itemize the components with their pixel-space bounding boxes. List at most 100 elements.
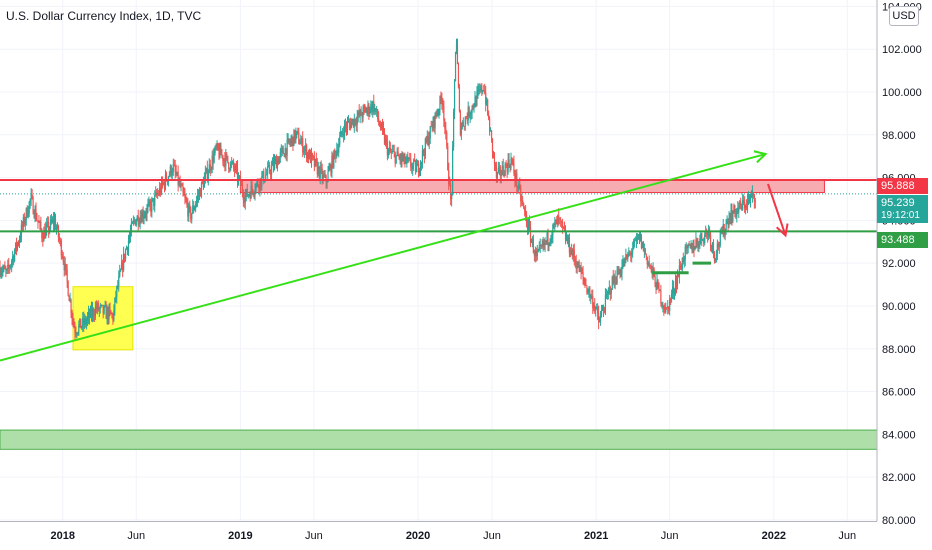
candle-down-body xyxy=(559,218,561,220)
candle-up-body xyxy=(0,272,2,275)
candle-up-body xyxy=(665,307,667,313)
currency-button[interactable]: USD xyxy=(889,6,919,26)
candle-down-body xyxy=(158,193,160,195)
candle-down-body xyxy=(661,303,663,306)
candle-down-body xyxy=(297,131,299,133)
candle-down-body xyxy=(568,237,571,253)
candle-down-body xyxy=(741,205,743,210)
candle-up-body xyxy=(403,154,405,159)
candle-down-body xyxy=(731,210,733,221)
candle-up-body xyxy=(408,158,410,160)
candle-down-body xyxy=(102,304,104,314)
candle-up-body xyxy=(278,156,280,164)
candle-up-body xyxy=(415,165,418,173)
candle-up-body xyxy=(267,166,269,174)
candle-down-body xyxy=(642,242,644,251)
candle-down-body xyxy=(217,143,219,150)
candle-up-body xyxy=(552,224,554,236)
candle-up-body xyxy=(160,180,163,193)
candle-up-body xyxy=(205,168,207,173)
candle-down-body xyxy=(447,146,449,171)
candle-down-body xyxy=(727,220,729,226)
candle-down-body xyxy=(481,85,483,93)
candle-down-body xyxy=(423,153,425,156)
candle-down-body xyxy=(302,137,304,153)
candle-up-body xyxy=(159,187,161,195)
candle-down-body xyxy=(619,271,621,275)
candle-down-body xyxy=(352,118,354,127)
candle-down-body xyxy=(511,158,513,163)
candle-up-body xyxy=(271,161,274,166)
candle-up-body xyxy=(587,291,589,293)
candle-down-body xyxy=(735,211,737,217)
candle-down-body xyxy=(409,158,411,160)
candle-up-body xyxy=(247,194,249,197)
time-axis[interactable]: 2018 Jun 2019 Jun 2020 Jun 2021 Jun 2022 Jun xyxy=(51,530,857,542)
candle-down-body xyxy=(745,205,748,208)
candle-up-body xyxy=(426,136,428,143)
candle-up-body xyxy=(168,174,170,177)
candle-down-body xyxy=(179,181,181,187)
candle-down-body xyxy=(315,158,317,162)
candle-down-body xyxy=(382,127,385,132)
candle-up-body xyxy=(136,215,138,222)
candle-up-body xyxy=(647,262,649,265)
candle-up-body xyxy=(546,233,548,242)
candle-down-body xyxy=(60,240,62,256)
candle-down-body xyxy=(553,224,555,226)
candle-down-body xyxy=(640,234,643,249)
candle-down-body xyxy=(316,161,318,175)
candle-down-body xyxy=(446,132,448,147)
candle-down-body xyxy=(560,219,562,221)
candle-down-body xyxy=(63,261,65,271)
candle-up-body xyxy=(702,239,704,241)
candle-down-body xyxy=(235,166,238,168)
candle-down-body xyxy=(83,317,85,325)
candle-down-body xyxy=(597,307,599,313)
candle-down-body xyxy=(682,257,684,263)
candle-down-body xyxy=(85,318,87,325)
candle-down-body xyxy=(547,233,549,245)
candle-down-body xyxy=(573,249,575,259)
candle-up-body xyxy=(434,112,436,128)
candle-up-body xyxy=(452,111,455,148)
candle-up-body xyxy=(515,173,517,181)
candle-down-body xyxy=(407,156,409,159)
candle-down-body xyxy=(582,272,584,278)
candle-up-body xyxy=(739,201,741,208)
candle-up-body xyxy=(504,164,506,176)
candle-up-body xyxy=(146,207,148,215)
candle-up-body xyxy=(223,158,225,162)
candle-up-body xyxy=(539,245,541,247)
price-axis[interactable]: 80.000 82.000 84.000 86.000 88.000 90.000 92.0… xyxy=(882,1,922,527)
candle-down-body xyxy=(712,243,715,253)
candle-up-body xyxy=(314,158,316,167)
candle-up-body xyxy=(157,193,159,196)
candle-down-body xyxy=(390,151,392,153)
candle-up-body xyxy=(273,160,276,168)
candle-down-body xyxy=(585,284,587,286)
candle-up-body xyxy=(521,200,523,202)
candle-down-body xyxy=(323,174,325,177)
candle-up-body xyxy=(747,198,750,200)
candle-up-body xyxy=(301,137,303,142)
candle-down-body xyxy=(354,118,356,124)
candle-down-body xyxy=(260,178,262,187)
candle-up-body xyxy=(326,181,328,183)
candle-down-body xyxy=(562,226,565,229)
candle-up-body xyxy=(317,166,319,175)
candle-up-body xyxy=(237,176,240,181)
candle-up-body xyxy=(46,224,48,229)
candle-down-body xyxy=(226,154,228,156)
projection-arrowhead xyxy=(775,223,789,238)
candle-up-body xyxy=(213,153,215,163)
candle-up-body xyxy=(304,148,306,151)
candle-up-body xyxy=(536,251,538,257)
candle-up-body xyxy=(127,240,130,251)
candle-up-body xyxy=(286,139,288,156)
candle-up-body xyxy=(402,158,404,161)
candle-up-body xyxy=(84,318,86,325)
candle-up-body xyxy=(372,101,374,112)
candle-down-body xyxy=(440,96,442,100)
